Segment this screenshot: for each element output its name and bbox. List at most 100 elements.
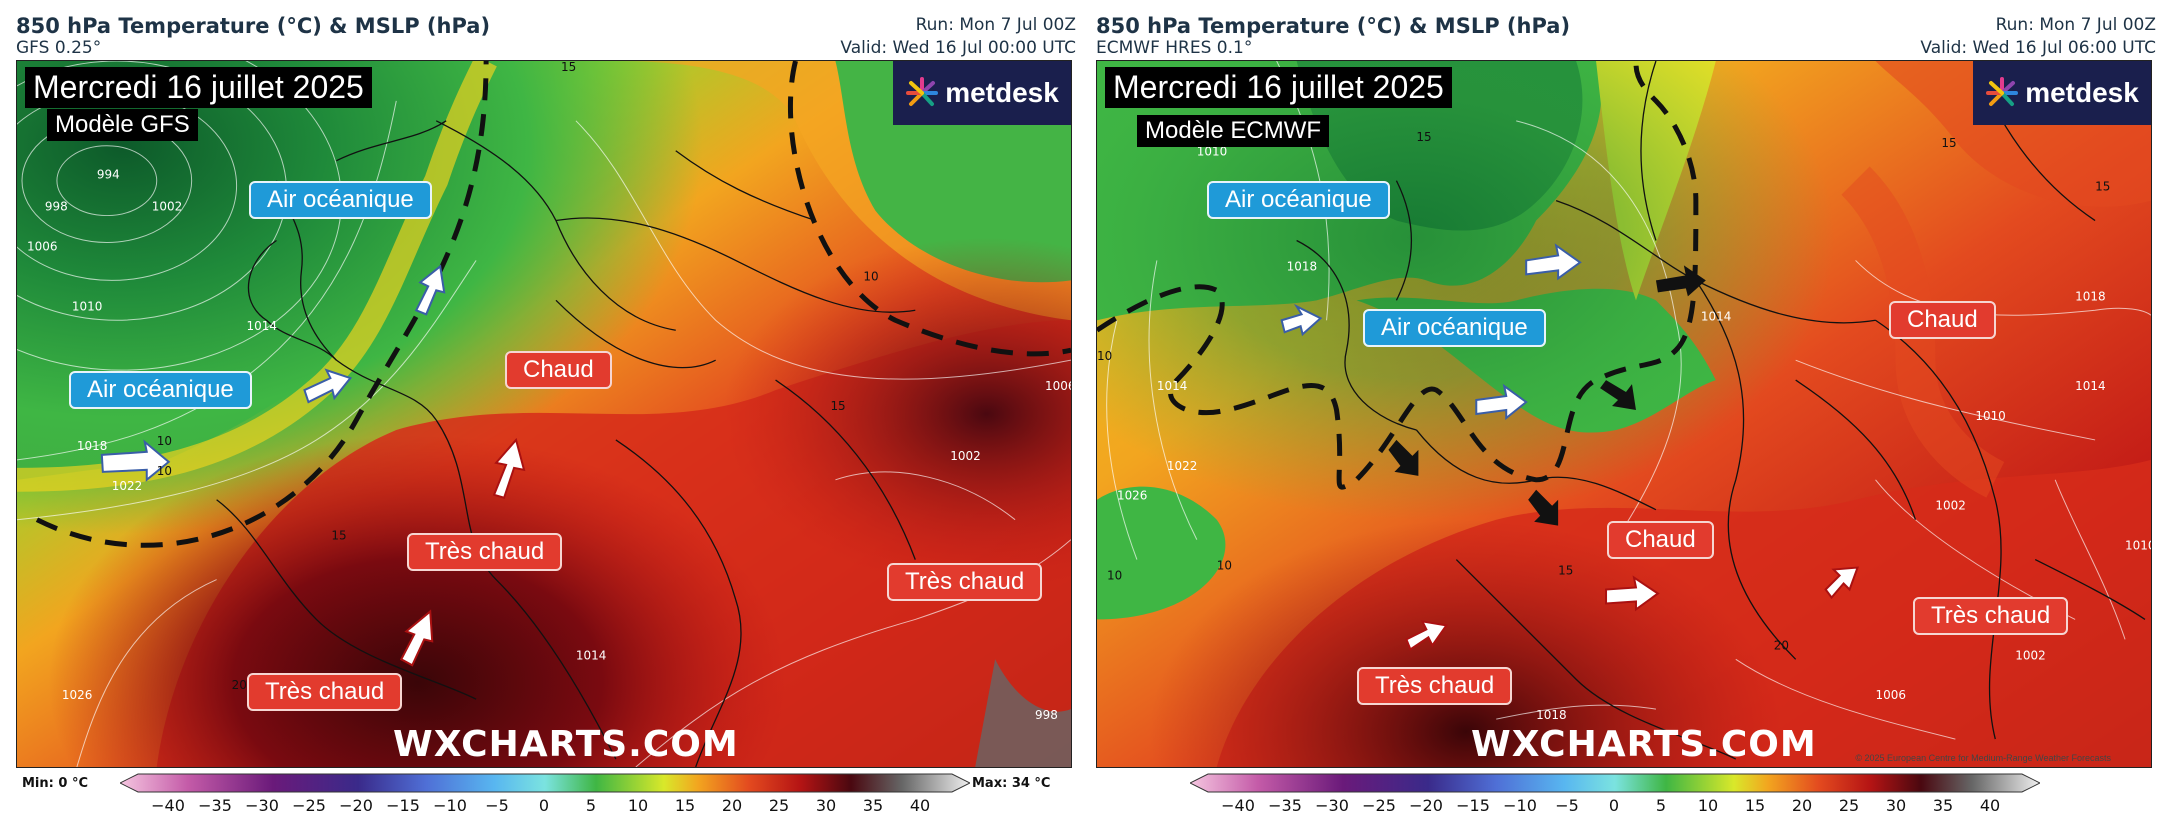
svg-text:15: 15 <box>830 399 845 413</box>
gfs-panel: 850 hPa Temperature (°C) & MSLP (hPa) GF… <box>10 0 1078 832</box>
svg-text:1002: 1002 <box>152 200 182 214</box>
gfs-map: 994 998 1002 1006 1010 1014 1018 1022 1026 101… <box>16 60 1072 768</box>
scale-tick: −25 <box>1362 796 1396 815</box>
svg-text:10: 10 <box>1217 559 1232 573</box>
scale-tick: 35 <box>1932 796 1954 815</box>
svg-text:20: 20 <box>1774 638 1789 652</box>
svg-text:998: 998 <box>1035 708 1058 722</box>
svg-text:1018: 1018 <box>2075 289 2105 303</box>
label-tres-chaud: Très chaud <box>1913 597 2069 635</box>
scale-tick: 30 <box>815 796 837 815</box>
copyright-text: © 2025 European Centre for Medium-Range … <box>1855 753 2111 763</box>
svg-text:1026: 1026 <box>1117 489 1147 503</box>
svg-text:1014: 1014 <box>1157 379 1187 393</box>
scale-tick: 25 <box>768 796 790 815</box>
label-air-oceanique: Air océanique <box>1207 181 1390 219</box>
svg-text:10: 10 <box>157 434 172 448</box>
scale-tick: 5 <box>585 796 597 815</box>
svg-text:1002: 1002 <box>950 449 980 463</box>
label-air-oceanique: Air océanique <box>249 181 432 219</box>
svg-text:10: 10 <box>1107 569 1122 583</box>
metdesk-icon <box>906 77 939 106</box>
label-tres-chaud: Très chaud <box>887 563 1043 601</box>
metdesk-logo: metdesk <box>893 61 1071 125</box>
scale-tick: −5 <box>1555 796 1579 815</box>
label-tres-chaud: Très chaud <box>247 673 403 711</box>
run-time: Run: Mon 7 Jul 00Z <box>1995 15 2156 35</box>
scale-tick: −30 <box>245 796 279 815</box>
svg-text:1018: 1018 <box>1287 259 1317 273</box>
svg-text:1014: 1014 <box>576 648 606 662</box>
run-time: Run: Mon 7 Jul 00Z <box>915 15 1076 35</box>
model-name: ECMWF HRES 0.1° <box>1096 38 1253 58</box>
svg-text:20: 20 <box>232 678 247 692</box>
svg-text:1014: 1014 <box>247 319 277 333</box>
scale-tick: 0 <box>538 796 550 815</box>
watermark: WXCHARTS.COM <box>393 724 739 765</box>
svg-text:1010: 1010 <box>2125 539 2151 553</box>
svg-text:994: 994 <box>97 168 120 182</box>
temperature-scale: −40 −35 −30 −25 −20 −15 −10 −5 0 5 10 15… <box>118 772 972 828</box>
scale-tick: 20 <box>721 796 743 815</box>
svg-text:1002: 1002 <box>1935 499 1965 513</box>
scale-tick: −25 <box>292 796 326 815</box>
label-chaud: Chaud <box>1889 301 1996 339</box>
svg-text:1014: 1014 <box>1701 309 1731 323</box>
svg-text:1014: 1014 <box>2075 379 2105 393</box>
scale-tick: 40 <box>1979 796 2001 815</box>
svg-text:1002: 1002 <box>2015 648 2045 662</box>
svg-text:1010: 1010 <box>1197 145 1227 159</box>
svg-text:1022: 1022 <box>1167 459 1197 473</box>
label-tres-chaud: Très chaud <box>1357 667 1513 705</box>
svg-text:15: 15 <box>1416 130 1431 144</box>
scale-tick: 15 <box>1744 796 1766 815</box>
model-banner: Modèle ECMWF <box>1137 115 1330 147</box>
label-chaud: Chaud <box>505 351 612 389</box>
svg-text:1022: 1022 <box>112 479 142 493</box>
scale-tick: −5 <box>485 796 509 815</box>
scale-tick: −15 <box>386 796 420 815</box>
scale-tick: 30 <box>1885 796 1907 815</box>
valid-time: Valid: Wed 16 Jul 06:00 UTC <box>1920 38 2156 58</box>
scale-tick: 10 <box>1697 796 1719 815</box>
panel-title: 850 hPa Temperature (°C) & MSLP (hPa) <box>1096 14 1571 38</box>
panel-title: 850 hPa Temperature (°C) & MSLP (hPa) <box>16 14 491 38</box>
scale-tick: −35 <box>198 796 232 815</box>
scale-tick: 35 <box>862 796 884 815</box>
ecmwf-panel: 850 hPa Temperature (°C) & MSLP (hPa) EC… <box>1090 0 2158 832</box>
svg-text:1010: 1010 <box>1975 409 2005 423</box>
scale-tick: −20 <box>1409 796 1443 815</box>
logo-text: metdesk <box>2025 77 2139 108</box>
scale-tick: 15 <box>674 796 696 815</box>
scale-tick: −20 <box>339 796 373 815</box>
model-banner: Modèle GFS <box>47 109 198 141</box>
scale-tick: 40 <box>909 796 931 815</box>
svg-text:1006: 1006 <box>1045 379 1071 393</box>
svg-text:998: 998 <box>45 200 68 214</box>
scale-tick: −40 <box>1221 796 1255 815</box>
metdesk-logo: metdesk <box>1973 61 2151 125</box>
svg-text:10: 10 <box>1097 349 1112 363</box>
scale-tick: −10 <box>433 796 467 815</box>
scale-tick: −40 <box>151 796 185 815</box>
svg-text:15: 15 <box>561 61 576 74</box>
svg-text:15: 15 <box>2095 180 2110 194</box>
svg-text:15: 15 <box>331 529 346 543</box>
date-banner: Mercredi 16 juillet 2025 <box>1105 67 1452 108</box>
scale-tick: −35 <box>1268 796 1302 815</box>
scale-tick: 20 <box>1791 796 1813 815</box>
svg-text:10: 10 <box>863 269 878 283</box>
scale-tick: 10 <box>627 796 649 815</box>
scale-tick: −10 <box>1503 796 1537 815</box>
svg-text:1018: 1018 <box>77 439 107 453</box>
svg-text:15: 15 <box>1558 564 1573 578</box>
scale-tick: 25 <box>1838 796 1860 815</box>
svg-text:10: 10 <box>157 464 172 478</box>
metdesk-icon <box>1986 77 2019 106</box>
max-value: Max: 34 °C <box>972 776 1051 791</box>
logo-text: metdesk <box>945 77 1059 108</box>
model-name: GFS 0.25° <box>16 38 102 58</box>
svg-text:1010: 1010 <box>72 299 102 313</box>
